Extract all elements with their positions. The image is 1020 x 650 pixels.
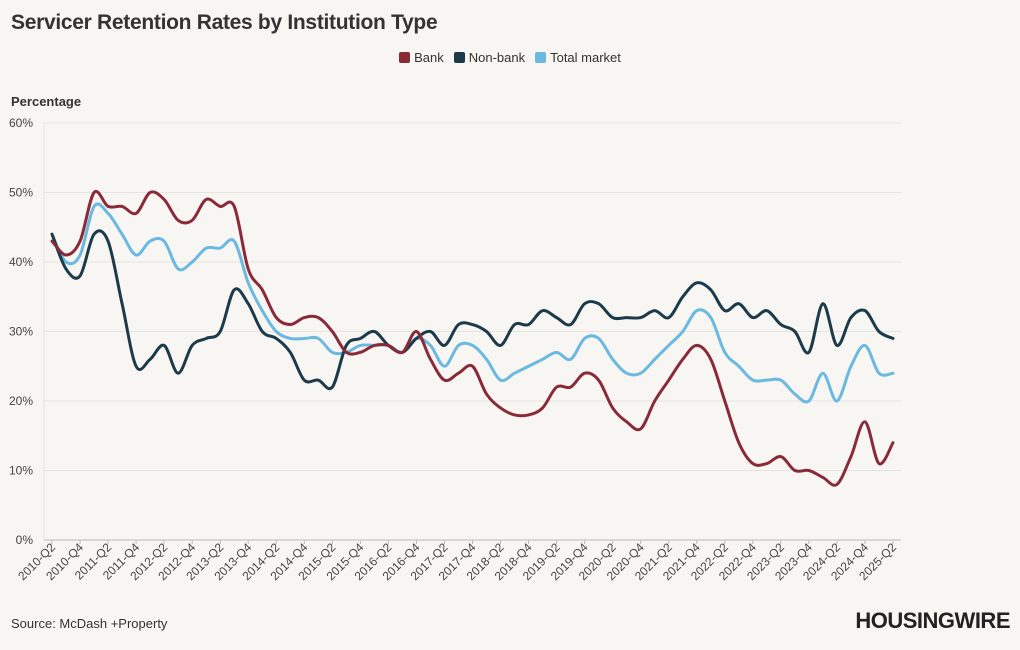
y-tick-label: 20% bbox=[9, 394, 33, 408]
series-line-non-bank bbox=[50, 229, 895, 391]
y-tick-label: 40% bbox=[9, 255, 33, 269]
series-line-total-market bbox=[50, 202, 895, 404]
housingwire-logo: HOUSINGWIRE bbox=[855, 608, 1010, 633]
y-tick-label: 30% bbox=[9, 325, 33, 339]
y-tick-label: 60% bbox=[9, 116, 33, 130]
legend-label-non-bank: Non-bank bbox=[468, 50, 526, 65]
series-line-bank bbox=[50, 189, 895, 487]
legend: Bank Non-bank Total market bbox=[0, 50, 1020, 65]
legend-label-bank: Bank bbox=[414, 50, 444, 65]
y-tick-label: 50% bbox=[9, 186, 33, 200]
legend-label-total-market: Total market bbox=[550, 50, 621, 65]
legend-item-bank[interactable]: Bank bbox=[399, 50, 444, 65]
chart-title: Servicer Retention Rates by Institution … bbox=[11, 11, 438, 34]
legend-item-total-market[interactable]: Total market bbox=[535, 50, 621, 65]
y-tick-label: 10% bbox=[9, 464, 33, 478]
legend-swatch-total-market bbox=[535, 52, 547, 63]
legend-swatch-non-bank bbox=[453, 52, 465, 63]
legend-item-non-bank[interactable]: Non-bank bbox=[453, 50, 526, 65]
y-tick-label: 0% bbox=[16, 533, 34, 547]
legend-swatch-bank bbox=[399, 52, 411, 63]
y-axis-label: Percentage bbox=[11, 94, 82, 109]
source-note: Source: McDash +Property bbox=[11, 616, 168, 631]
